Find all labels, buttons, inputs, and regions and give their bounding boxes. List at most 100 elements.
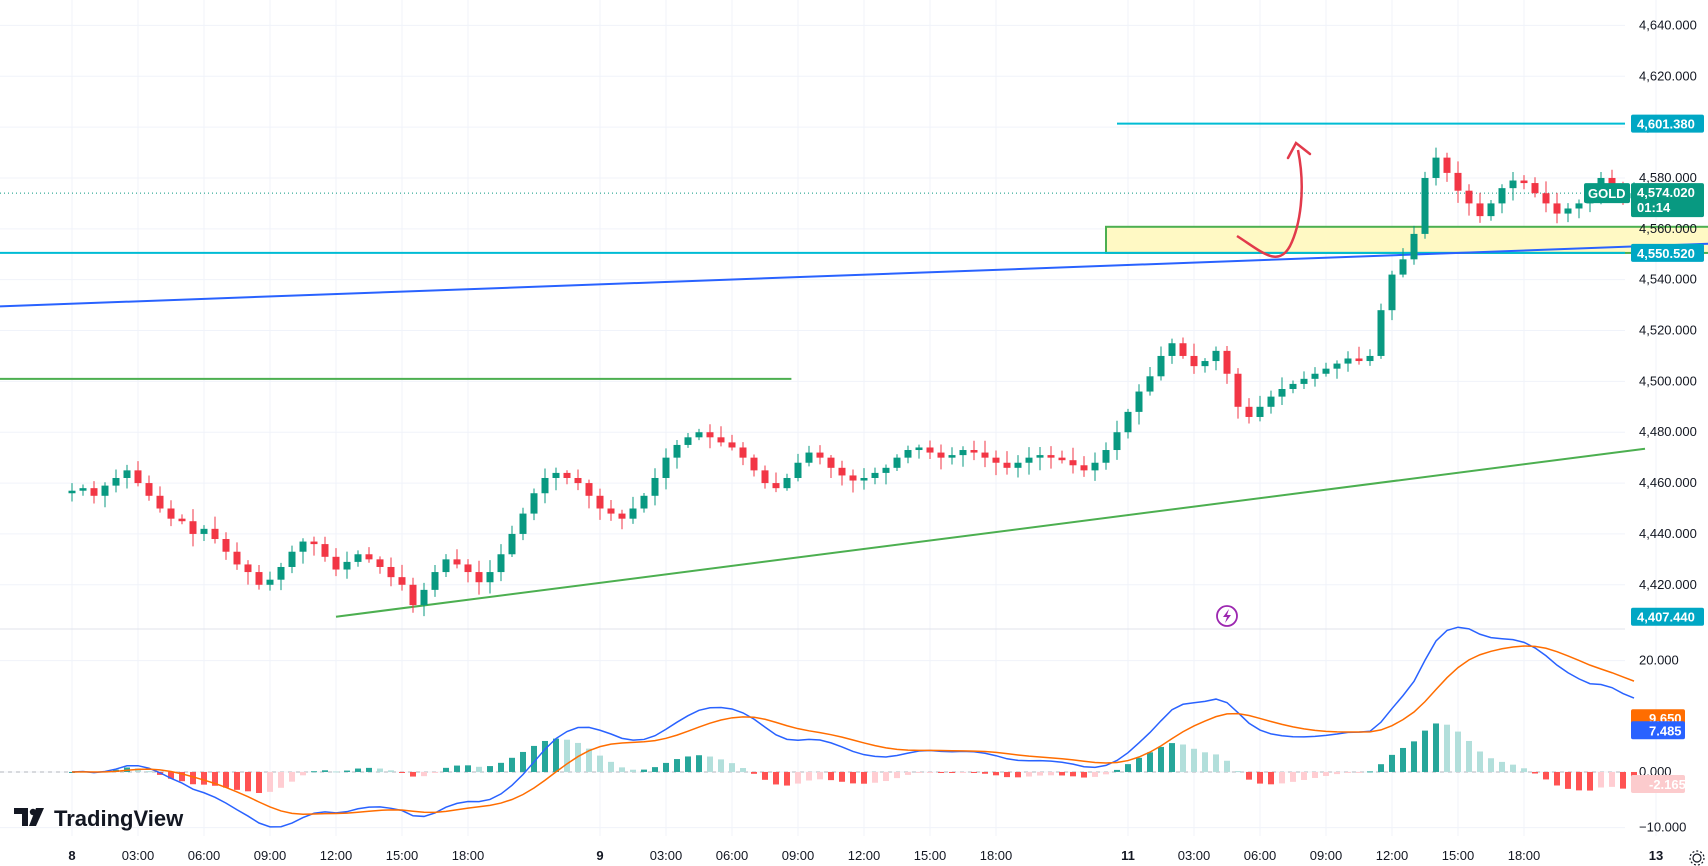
candle-body xyxy=(706,432,714,438)
macd-histogram-bar xyxy=(740,768,746,772)
price-tag xyxy=(1631,114,1704,133)
macd-histogram-bar xyxy=(201,771,207,785)
macd-histogram-bar xyxy=(1147,752,1153,772)
macd-histogram-bar xyxy=(1290,771,1296,782)
macd-histogram-bar xyxy=(399,771,405,773)
candle-body xyxy=(244,564,252,573)
tradingview-logo[interactable]: TradingView xyxy=(14,806,184,831)
candle-body xyxy=(684,437,692,445)
macd-histogram-bar xyxy=(344,770,350,772)
macd-histogram-bar xyxy=(245,771,251,792)
candle-body xyxy=(1421,177,1429,234)
candle-body xyxy=(1509,180,1517,189)
grid xyxy=(0,0,1657,836)
time-tick-label: 12:00 xyxy=(848,848,881,863)
brand-name: TradingView xyxy=(54,806,184,831)
candle-body xyxy=(101,485,109,496)
candle-body xyxy=(1476,203,1484,217)
price-tick-label: 4,540.000 xyxy=(1639,272,1697,287)
macd-histogram-bar xyxy=(586,748,592,772)
time-axis[interactable]: 8 03:00 06:00 09:00 12:00 15:00 18:00 9 03:00 06:… xyxy=(68,848,1663,863)
candle-body xyxy=(266,579,274,585)
candle-body xyxy=(695,432,703,438)
candle-body xyxy=(1179,343,1187,356)
candle-body xyxy=(1322,368,1330,374)
candle-body xyxy=(1256,406,1264,417)
candle-body xyxy=(728,442,736,448)
macd-histogram-bar xyxy=(1609,771,1615,787)
time-tick-label: 11 xyxy=(1121,848,1135,863)
candle-body xyxy=(1531,183,1539,194)
candle-body xyxy=(1542,193,1550,204)
candle-body xyxy=(1498,188,1506,204)
candle-body xyxy=(981,452,989,458)
macd-histogram-bar xyxy=(850,771,856,784)
price-axis[interactable]: 4,420.000 4,440.000 4,460.000 4,480.000 4,50… xyxy=(1584,17,1704,835)
price-tick-label: 4,580.000 xyxy=(1639,170,1697,185)
macd-histogram-bar xyxy=(278,771,284,788)
macd-histogram-bar xyxy=(454,765,460,772)
macd-histogram-bar xyxy=(333,771,339,773)
macd-tag-label: -2.165 xyxy=(1649,777,1686,792)
macd-histogram-bar xyxy=(256,771,262,793)
macd-histogram-bar xyxy=(1136,757,1142,772)
candle-body xyxy=(970,450,978,453)
candle-body xyxy=(596,495,604,509)
macd-histogram-bar xyxy=(432,771,438,773)
macd-tick-label: −10.000 xyxy=(1639,820,1686,835)
macd-histogram-bar xyxy=(366,767,372,772)
macd-histogram-bar xyxy=(1213,754,1219,772)
candle-body xyxy=(156,495,164,509)
candle-body xyxy=(464,564,472,573)
macd-histogram-bar xyxy=(1279,771,1285,784)
macd-histogram-bar xyxy=(1268,771,1274,785)
support-zone-rect[interactable] xyxy=(1105,225,1708,254)
macd-histogram-bar xyxy=(190,771,196,785)
candle-body xyxy=(1014,462,1022,468)
drawing-tools[interactable] xyxy=(0,122,1708,618)
macd-histogram-bar xyxy=(1356,771,1362,773)
macd-histogram-bar xyxy=(1444,724,1450,772)
candle-body xyxy=(541,477,549,494)
macd-histogram-bar xyxy=(1378,764,1384,772)
macd-histogram-bar xyxy=(377,768,383,772)
candle-body xyxy=(1443,157,1451,173)
time-tick-label: 09:00 xyxy=(1310,848,1343,863)
time-tick-label: 9 xyxy=(596,848,603,863)
candle-body xyxy=(607,508,615,514)
candle-body xyxy=(794,462,802,478)
settings-gear-icon[interactable] xyxy=(1689,850,1705,866)
time-tick-label: 12:00 xyxy=(1376,848,1409,863)
macd-histogram-bar xyxy=(1620,771,1626,789)
macd-pane xyxy=(0,626,1637,828)
blue-trendline[interactable] xyxy=(0,242,1708,308)
candle-body xyxy=(123,470,131,478)
macd-histogram-bar xyxy=(1070,771,1076,777)
lightning-alert-icon[interactable] xyxy=(1216,605,1238,627)
candle-body xyxy=(497,554,505,573)
macd-histogram-bar xyxy=(1026,771,1032,777)
time-tick-label: 06:00 xyxy=(1244,848,1277,863)
candle-body xyxy=(1234,373,1242,407)
macd-histogram-bar xyxy=(1202,752,1208,772)
macd-line xyxy=(71,626,1635,828)
time-tick-label: 15:00 xyxy=(1442,848,1475,863)
macd-histogram-bar xyxy=(652,767,658,772)
macd-histogram-bar xyxy=(443,767,449,772)
candle-body xyxy=(1245,406,1253,417)
time-tick-label: 12:00 xyxy=(320,848,353,863)
macd-histogram-bar xyxy=(1257,771,1263,784)
candle-body xyxy=(1113,432,1121,451)
macd-histogram-bar xyxy=(223,771,229,788)
candle-body xyxy=(816,452,824,458)
projected-path-arrow[interactable] xyxy=(1236,149,1303,258)
candle-body xyxy=(178,518,186,522)
candle-body xyxy=(222,539,230,552)
price-tag-label: 4,407.440 xyxy=(1637,610,1695,625)
candle-body xyxy=(1190,355,1198,367)
time-tick-label: 03:00 xyxy=(1178,848,1211,863)
projection-arrow[interactable] xyxy=(1236,141,1312,258)
candle-body xyxy=(992,457,1000,463)
green-trendline[interactable] xyxy=(335,447,1646,618)
